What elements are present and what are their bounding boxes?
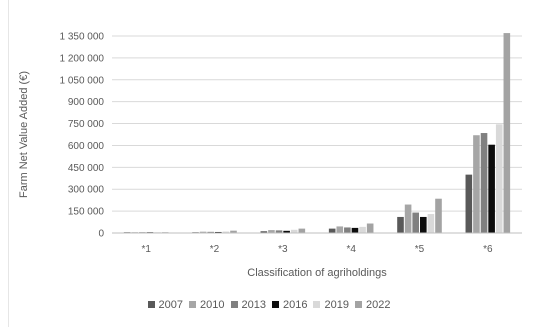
bar-2016-4 <box>351 227 359 233</box>
gridlines <box>112 35 522 212</box>
y-tick-label: 1 350 000 <box>60 32 105 43</box>
x-tick-label: *6 <box>483 244 493 255</box>
y-axis-ticks: 0 150 000 300 000 450 000 600 000 750 000 900 … <box>60 32 105 240</box>
legend-label: 2007 <box>158 299 184 311</box>
y-tick-label: 0 <box>98 229 104 240</box>
legend-item-2013: 2013 <box>230 299 266 311</box>
legend-item-2022: 2022 <box>354 299 391 311</box>
legend-label: 2016 <box>283 299 308 311</box>
y-tick-label: 150 000 <box>68 207 105 218</box>
bar-2016-2 <box>215 231 222 233</box>
legend-label: 2010 <box>200 299 225 311</box>
bar-2010-5 <box>404 204 412 233</box>
bar-2022-6 <box>503 33 511 233</box>
y-tick-label: 450 000 <box>68 163 105 174</box>
bar-2007-5 <box>397 216 404 233</box>
bar-2007-6 <box>465 174 473 233</box>
legend-item-2010: 2010 <box>189 299 225 311</box>
bar-2013-6 <box>480 133 488 233</box>
bar-2022-4 <box>366 223 374 233</box>
bar-2010-6 <box>473 135 480 233</box>
x-axis-title: Classification of agriholdings <box>247 267 387 279</box>
legend-item-2019: 2019 <box>313 299 349 311</box>
x-tick-label: *1 <box>141 244 151 255</box>
bar-2010-4 <box>336 226 344 233</box>
bar-2019-5 <box>427 214 435 233</box>
bar-2007-3 <box>260 231 268 233</box>
bar-2016-3 <box>283 230 290 233</box>
bar-2019-2 <box>222 231 230 233</box>
x-tick-label: *3 <box>278 244 288 255</box>
bar-2022-3 <box>298 228 306 233</box>
x-tick-label: *4 <box>346 244 356 255</box>
bar-2007-4 <box>328 228 336 233</box>
legend-label: 2013 <box>241 299 266 311</box>
y-tick-label: 1 200 000 <box>60 53 105 64</box>
y-axis-title: Farm Net Value Added (€) <box>18 71 30 198</box>
y-tick-label: 1 050 000 <box>60 75 105 86</box>
bar-chart: 0 150 000 300 000 450 000 600 000 750 000 900 … <box>18 32 522 279</box>
bar-2016-6 <box>488 144 495 233</box>
legend-swatch <box>313 301 321 308</box>
x-tick-label: *2 <box>210 244 220 255</box>
legend-item-2016: 2016 <box>272 299 307 311</box>
legend-swatch <box>272 301 279 308</box>
bar-2013-2 <box>207 231 214 233</box>
bar-2013-3 <box>275 230 283 233</box>
bars <box>123 33 511 233</box>
y-tick-label: 900 000 <box>68 97 105 108</box>
bar-2019-6 <box>495 124 503 233</box>
bar-2013-4 <box>344 227 351 233</box>
legend-label: 2022 <box>365 299 391 311</box>
legend-swatch <box>147 301 155 308</box>
bar-2010-2 <box>199 231 207 233</box>
bar-2019-4 <box>359 226 366 233</box>
y-tick-label: 300 000 <box>68 185 105 196</box>
bar-2013-5 <box>412 212 419 233</box>
legend-swatch <box>189 301 197 308</box>
bar-2019-3 <box>290 229 298 233</box>
legend-swatch <box>354 301 362 308</box>
x-axis-ticks: *1 *2 *3 *4 *5 *6 <box>141 244 493 255</box>
bar-2022-2 <box>230 230 237 233</box>
left-divider <box>8 0 9 327</box>
legend-swatch <box>230 301 238 308</box>
y-tick-label: 600 000 <box>68 141 105 152</box>
x-tick-label: *5 <box>415 244 425 255</box>
y-tick-label: 750 000 <box>68 119 105 130</box>
legend-label: 2019 <box>324 299 349 311</box>
bar-2010-3 <box>268 230 275 233</box>
legend: 2007 2010 2013 2016 2019 2022 <box>0 299 538 311</box>
bar-2022-5 <box>435 198 442 233</box>
legend-item-2007: 2007 <box>147 299 184 311</box>
bar-2016-5 <box>420 216 427 233</box>
